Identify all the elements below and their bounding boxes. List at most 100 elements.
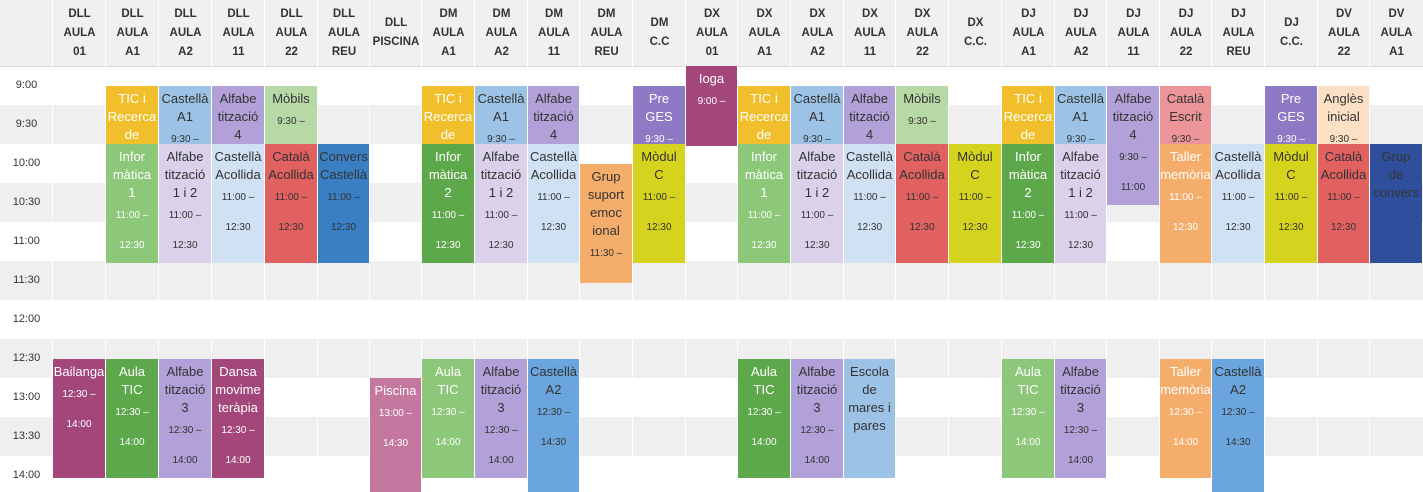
event-block[interactable]: Convers Castellà 11:00 – 12:30	[318, 144, 369, 263]
event-block[interactable]: Mòdul C 11:00 – 12:30	[949, 144, 1001, 263]
event-block[interactable]: Infor màtica 2 11:00 – 12:30	[422, 144, 474, 263]
column-divider	[264, 0, 265, 492]
event-time: 11:00 – 12:30	[537, 192, 570, 233]
column-divider	[527, 0, 528, 492]
event-block[interactable]: Castellà A2 12:30 – 14:30	[1212, 358, 1264, 492]
column-header[interactable]: DLL AULA 11	[222, 7, 255, 58]
column-header[interactable]: DLL AULA 01	[63, 7, 96, 58]
event-block[interactable]: Alfabe tització 4 9:30 – 11:00	[1107, 85, 1159, 205]
event-block[interactable]: Aula TIC 12:30 – 14:00	[422, 358, 474, 478]
column-header[interactable]: DV AULA A1	[1380, 7, 1413, 58]
event-block[interactable]: Grup suport emoc ional 11:30 –	[580, 163, 632, 283]
event-block[interactable]: Piscina 13:00 – 14:30	[370, 378, 421, 492]
event-block[interactable]: Alfabe tització 3 12:30 – 14:00	[1055, 358, 1106, 478]
column-header[interactable]: DM C.C	[649, 17, 670, 48]
event-block[interactable]: Castellà A2 12:30 – 14:30	[528, 358, 579, 492]
column-header[interactable]: DLL AULA A2	[169, 7, 202, 58]
column-header[interactable]: DV AULA 22	[1328, 7, 1360, 58]
event-block[interactable]: Alfabe tització 3 12:30 – 14:00	[159, 358, 211, 478]
event-time: 11:00 – 12:30	[168, 210, 202, 251]
event-time: 11:00 – 12:30	[221, 192, 255, 233]
column-divider	[895, 0, 896, 492]
time-label: 13:00	[12, 391, 41, 403]
event-time: 11:00 – 12:30	[1327, 192, 1360, 233]
column-divider	[843, 0, 844, 492]
event-title: Català Acollida	[899, 149, 945, 182]
column-header[interactable]: DJ C.C.	[1280, 17, 1303, 48]
event-title: Castellà Acollida	[846, 149, 893, 182]
event-block[interactable]: Taller memòria 12:30 – 14:00	[1160, 358, 1211, 478]
event-block[interactable]: Castellà Acollida 11:00 – 12:30	[212, 144, 264, 263]
event-block[interactable]: Català Acollida 11:00 – 12:30	[265, 144, 317, 263]
column-divider	[1264, 0, 1265, 492]
column-header[interactable]: DJ AULA REU	[1222, 7, 1255, 58]
event-block[interactable]: Aula TIC 12:30 – 14:00	[738, 358, 790, 478]
column-header[interactable]: DX AULA A1	[748, 7, 781, 58]
column-header[interactable]: DJ AULA A2	[1065, 7, 1097, 58]
time-label: 12:30	[12, 352, 41, 364]
event-block[interactable]: Castellà Acollida 11:00 – 12:30	[1212, 144, 1264, 263]
event-time: 12:30 – 14:00	[484, 424, 518, 466]
event-block[interactable]: Mòdul C 11:00 – 12:30	[633, 144, 685, 263]
event-time: 12:30 – 14:30	[1221, 406, 1255, 448]
column-header[interactable]: DM AULA 11	[538, 7, 570, 58]
event-block[interactable]: Infor màtica 1 11:00 – 12:30	[738, 144, 790, 263]
event-block[interactable]: Alfabe tització 1 i 2 11:00 – 12:30	[791, 144, 843, 263]
event-time: 12:30 – 14:00	[431, 406, 465, 448]
event-block[interactable]: Bailanga 12:30 – 14:00	[53, 358, 105, 478]
event-block[interactable]: Alfabe tització 3 12:30 – 14:00	[475, 358, 527, 478]
column-header[interactable]: DLL AULA REU	[328, 7, 360, 58]
column-header[interactable]: DX C.C.	[964, 17, 987, 48]
time-label: 9:00	[15, 79, 38, 91]
column-header[interactable]: DX AULA 22	[906, 7, 939, 58]
event-title: Aula TIC	[118, 363, 146, 397]
event-title: Pre GES	[645, 90, 673, 124]
event-title: Alfabe tització 4	[533, 90, 574, 142]
event-title: Ioga	[698, 71, 725, 86]
event-title: Castellà A1	[161, 90, 209, 124]
event-title: Alfabe tització 3	[164, 363, 206, 415]
column-header[interactable]: DLL AULA 22	[275, 7, 308, 58]
event-block[interactable]: Escola de mares i pares	[844, 358, 895, 478]
column-header[interactable]: DX AULA 11	[854, 7, 886, 58]
event-time: 11:00 – 12:30	[274, 192, 308, 233]
event-block[interactable]: Mòdul C 11:00 – 12:30	[1265, 144, 1317, 263]
column-header[interactable]: DX AULA A2	[801, 7, 834, 58]
event-block[interactable]: Ioga 9:00 –	[686, 66, 737, 146]
event-block[interactable]: Dansa movime teràpia 12:30 – 14:00	[212, 358, 264, 478]
event-time: 11:30 –	[589, 247, 623, 259]
event-block[interactable]: Alfabe tització 1 i 2 11:00 – 12:30	[159, 144, 211, 263]
column-header[interactable]: DLL PISCINA	[372, 17, 420, 48]
column-header[interactable]: DX AULA 01	[696, 7, 728, 58]
event-block[interactable]: Infor màtica 1 11:00 – 12:30	[106, 144, 158, 263]
event-title: Grup suport emoc ional	[587, 168, 625, 238]
column-header[interactable]: DLL AULA A1	[116, 7, 149, 58]
column-header[interactable]: DJ AULA 11	[1117, 7, 1150, 58]
event-title: Dansa movime teràpia	[215, 363, 261, 415]
event-block[interactable]: Aula TIC 12:30 – 14:00	[106, 358, 158, 478]
column-header[interactable]: DJ AULA A1	[1012, 7, 1045, 58]
event-block[interactable]: Alfabe tització 3 12:30 – 14:00	[791, 358, 843, 478]
event-title: Castellà Acollida	[214, 149, 262, 182]
event-block[interactable]: Alfabe tització 1 i 2 11:00 – 12:30	[1055, 144, 1106, 263]
event-block[interactable]: Català Acollida 11:00 – 12:30	[896, 144, 948, 263]
event-title: Infor màtica 1	[112, 149, 152, 200]
event-title: Convers Castellà	[319, 149, 368, 182]
event-block[interactable]: Taller memòria 11:00 – 12:30	[1160, 144, 1211, 263]
column-header[interactable]: DM AULA REU	[590, 7, 623, 58]
event-time: 11:00 – 12:30	[1169, 192, 1202, 233]
event-title: Alfabe tització 1 i 2	[1060, 149, 1101, 200]
event-block[interactable]: Infor màtica 2 11:00 – 12:30	[1002, 144, 1054, 263]
column-header[interactable]: DM AULA A2	[485, 7, 518, 58]
event-title: Piscina	[374, 383, 417, 398]
event-block[interactable]: Alfabe tització 1 i 2 11:00 – 12:30	[475, 144, 527, 263]
event-block[interactable]: Castellà Acollida 11:00 – 12:30	[528, 144, 579, 263]
event-time: 11:00 – 12:30	[747, 210, 781, 251]
column-header[interactable]: DJ AULA 22	[1170, 7, 1202, 58]
event-block[interactable]: Castellà Acollida 11:00 – 12:30	[844, 144, 895, 263]
column-header[interactable]: DM AULA A1	[432, 7, 465, 58]
event-block[interactable]: Grup de convers	[1370, 144, 1422, 263]
event-block[interactable]: Aula TIC 12:30 – 14:00	[1002, 358, 1054, 478]
event-block[interactable]: Català Acollida 11:00 – 12:30	[1318, 144, 1369, 263]
